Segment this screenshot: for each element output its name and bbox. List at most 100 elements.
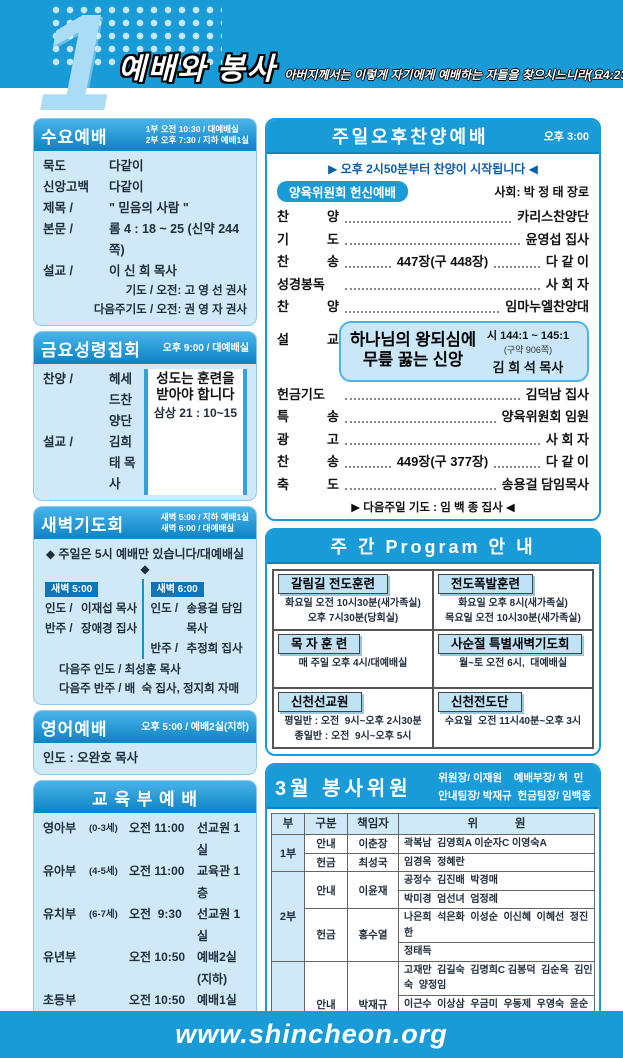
- praise-badge-row: 양육위원회 헌신예배 사회: 박 정 태 장로: [277, 181, 589, 202]
- praise-order-row: 찬 송 449장(구 377장) 다 같 이: [277, 451, 589, 474]
- dawn-time2: 새벽 6:00 / 대예배실: [160, 523, 235, 533]
- dawn-column: 새벽 5:00 인도 / 이재섭 목사 반주 / 장애경 집사: [43, 579, 142, 659]
- committee-members-cell: 임경옥 정혜란: [398, 852, 595, 872]
- praise-time: 오후 3:00: [543, 131, 589, 143]
- dawn-times: 새벽 5:00 / 지하 예배1실 새벽 6:00 / 대예배실: [161, 512, 249, 534]
- dawn-time1: 새벽 5:00 / 지하 예배1실: [160, 511, 249, 522]
- education-place: 교육관 1층: [197, 864, 241, 900]
- dawn-time-badge: 새벽 6:00: [150, 582, 204, 597]
- wednesday-times: 1부 오전 10:30 / 대예배실 2부 오후 7:30 / 지하 예배1실: [146, 124, 249, 146]
- program-cell: 전도폭발훈련 화요일 오후 8시(새가족실) 목요일 오전 10시30분(새가족실): [433, 570, 593, 630]
- committee-body: 부 구분 책임자 위원 1부 안내 이춘장 곽복남 김영희A 이순자C 이영숙A 헌금 최…: [267, 809, 599, 1058]
- committee-leader-cell: 홍수열: [347, 908, 399, 962]
- program-cell-title-wrap: 갈림길 전도훈련: [276, 572, 430, 597]
- education-dept: 유치부: [43, 907, 77, 921]
- dawn-next-week: 다음주 인도 / 최성훈 목사 다음주 반주 / 배 숙 집사, 정지희 자매: [43, 661, 247, 699]
- program-cell: 신천전도단 수요일 오전 11시40분~오후 3시: [433, 688, 593, 748]
- website-url: www.shincheon.org: [175, 1019, 448, 1049]
- praise-order-label: 축 도: [277, 476, 339, 492]
- wednesday-prayer-line: 다음주기도 / 오전: 권 영 자 권사: [93, 304, 247, 316]
- education-age: (0-3세): [89, 823, 118, 834]
- friday-order-row: 설교 / 김희태 목사: [43, 432, 138, 495]
- sermon-box: 하나님의 왕되심에 무릎 꿇는 신앙 시 144:1 ~ 145:1 (구약 9…: [339, 320, 589, 382]
- dotted-leader: [345, 398, 520, 400]
- praise-order-row: 찬 양 카리스찬양단: [277, 206, 589, 229]
- sermon-scripture-page: (구약 906쪽): [503, 344, 553, 355]
- program-cell-title: 신천전도단: [438, 692, 522, 712]
- program-cell: 갈림길 전도훈련 화요일 오전 10시30분(새가족실) 오후 7시30분(당회실): [273, 570, 433, 630]
- praise-order-row: 찬 양 임마누엘찬양대: [277, 296, 589, 319]
- top-banner: [0, 0, 623, 88]
- education-dept: 유년부: [43, 950, 77, 964]
- order-label: 인도 /: [45, 603, 73, 615]
- committee-table-head: 부 구분 책임자 위원: [271, 813, 595, 835]
- order-value: 다같이: [109, 180, 144, 194]
- education-time: 오전 10:50: [129, 993, 186, 1007]
- wednesday-order-row: 본문 / 롬 4 : 18 ~ 25 (신약 244쪽): [43, 219, 247, 261]
- praise-order-row: 헌금기도 김덕남 집사: [277, 384, 589, 407]
- friday-theme-ref: 삼상 21 : 10~15: [153, 406, 237, 421]
- praise-next-week: ▶ 다음주일 기도 : 임 백 종 집사 ◀: [351, 502, 515, 514]
- wednesday-time1: 1부 오전 10:30 / 대예배실: [145, 123, 239, 134]
- order-label: 인도 /: [150, 603, 179, 615]
- praise-notice: ▶ 오후 2시50분부터 찬양이 시작됩니다 ◀: [328, 162, 538, 176]
- committee-leader-cell: 최성국: [347, 852, 399, 872]
- order-label: 제목 /: [43, 201, 73, 215]
- committee-part-cell: 1부: [271, 834, 305, 872]
- order-label: 설교 /: [43, 435, 73, 449]
- program-cell-title: 갈림길 전도훈련: [278, 574, 388, 594]
- section-dawn-prayer: 새벽기도회 새벽 5:00 / 지하 예배1실 새벽 6:00 / 대예배실 ◆…: [33, 506, 257, 705]
- friday-order-row: 찬양 / 헤세드찬양단: [43, 369, 138, 432]
- praise-order-list-1: 찬 양 카리스찬양단 기 도 윤영섭 집사 찬 송 447장(구 448장) 다 같 이 성경…: [277, 206, 589, 319]
- dotted-leader: [345, 310, 500, 313]
- education-dept: 영아부: [43, 821, 77, 835]
- program-cell-line: 화요일 오전 10시30분(새가족실): [285, 598, 421, 609]
- friday-theme-line1: 성도는 훈련을: [156, 371, 235, 386]
- dedication-badge: 양육위원회 헌신예배: [277, 181, 408, 202]
- program-cell-line: 매 주일 오후 4시/대예배실: [298, 658, 408, 669]
- dawn-column: 새벽 6:00 인도 / 송용걸 담임목사 반주 / 추정희 집사: [141, 579, 248, 659]
- wednesday-body: 묵도 다같이 신앙고백 다같이 제목 / " 믿음의 사람 " 본문 / 롬 4 : 18 ~…: [34, 151, 256, 325]
- wednesday-title: 수요예배: [41, 127, 108, 147]
- committee-table-body: 1부 안내 이춘장 곽복남 김영희A 이순자C 이영숙A 헌금 최성국 임경옥 정혜란 2부 안…: [271, 834, 595, 1058]
- english-title: 영어예배: [41, 719, 108, 739]
- section-english-worship: 영어예배 오후 5:00 / 예배2실(지하) 인도 : 오완호 목사: [33, 710, 257, 775]
- section-friday-meeting: 금요성령집회 오후 9:00 / 대예배실 찬양 / 헤세드찬양단 설교 / 김희태 …: [33, 331, 257, 501]
- committee-row: 3부안내박재규고재만 김길숙 김명희C 김봉덕 김순옥 김인숙 양정임: [271, 960, 595, 1058]
- education-place: 선교원 1실: [197, 907, 241, 943]
- committee-type-cell: 안내: [304, 871, 348, 909]
- committee-members-cell: 고재만 김길숙 김명희C 김봉덕 김순옥 김인숙 양정임: [398, 960, 595, 996]
- program-grid: 갈림길 전도훈련 화요일 오전 10시30분(새가족실) 오후 7시30분(당회실)…: [272, 569, 594, 749]
- praise-order-row: 성경봉독 사 회 자: [277, 274, 589, 297]
- praise-body: ▶ 오후 2시50분부터 찬양이 시작됩니다 ◀ 양육위원회 헌신예배 사회: …: [267, 154, 599, 519]
- dotted-leader: [494, 265, 540, 268]
- committee-row: 1부 안내 이춘장 곽복남 김영희A 이순자C 이영숙A: [271, 834, 595, 872]
- dot-pattern-decoration: [52, 6, 222, 68]
- praise-hymn-number: 447장(구 448장): [396, 254, 489, 269]
- praise-order-value: 임마누엘찬양대: [505, 299, 589, 314]
- dawn-header: 새벽기도회 새벽 5:00 / 지하 예배1실 새벽 6:00 / 대예배실: [34, 507, 256, 539]
- committee-row: 2부 안내 이윤재 공정수 김진배 박경매: [271, 871, 595, 962]
- order-label: 찬양 /: [43, 372, 73, 386]
- committee-header-row: 부 구분 책임자 위원: [271, 813, 595, 835]
- praise-order-value: 양육위원회 임원: [501, 409, 589, 424]
- dawn-body: ◆ 주일은 5시 예배만 있습니다/대예배실 ◆ 새벽 5:00 인도 / 이재섭 …: [34, 539, 256, 704]
- committee-leader-cell: 이윤재: [347, 871, 399, 909]
- praise-order-label: 광 고: [277, 431, 339, 447]
- praise-order-label: 헌금기도: [277, 386, 325, 402]
- program-cell-title: 신천선교원: [278, 692, 362, 712]
- praise-order-value: 카리스찬양단: [517, 209, 589, 224]
- order-value: 추정희 집사: [186, 643, 243, 655]
- dotted-leader: [345, 443, 540, 445]
- program-cell-line: 목요일 오전 10시30분(새가족실): [445, 612, 581, 624]
- wednesday-order-row: 묵도 다같이: [43, 156, 247, 177]
- sermon-title-line1: 하나님의 왕되심에: [349, 331, 477, 350]
- program-cell-title-wrap: 신천선교원: [276, 690, 430, 715]
- sermon-label: 설 교: [277, 331, 339, 347]
- praise-order-row: 기 도 윤영섭 집사: [277, 229, 589, 252]
- praise-header: 주일오후찬양예배 오후 3:00: [267, 120, 599, 154]
- col-header-type: 구분: [304, 813, 348, 835]
- praise-order-value: 사 회 자: [545, 431, 589, 447]
- order-value: 롬 4 : 18 ~ 25 (신약 244쪽): [109, 222, 240, 257]
